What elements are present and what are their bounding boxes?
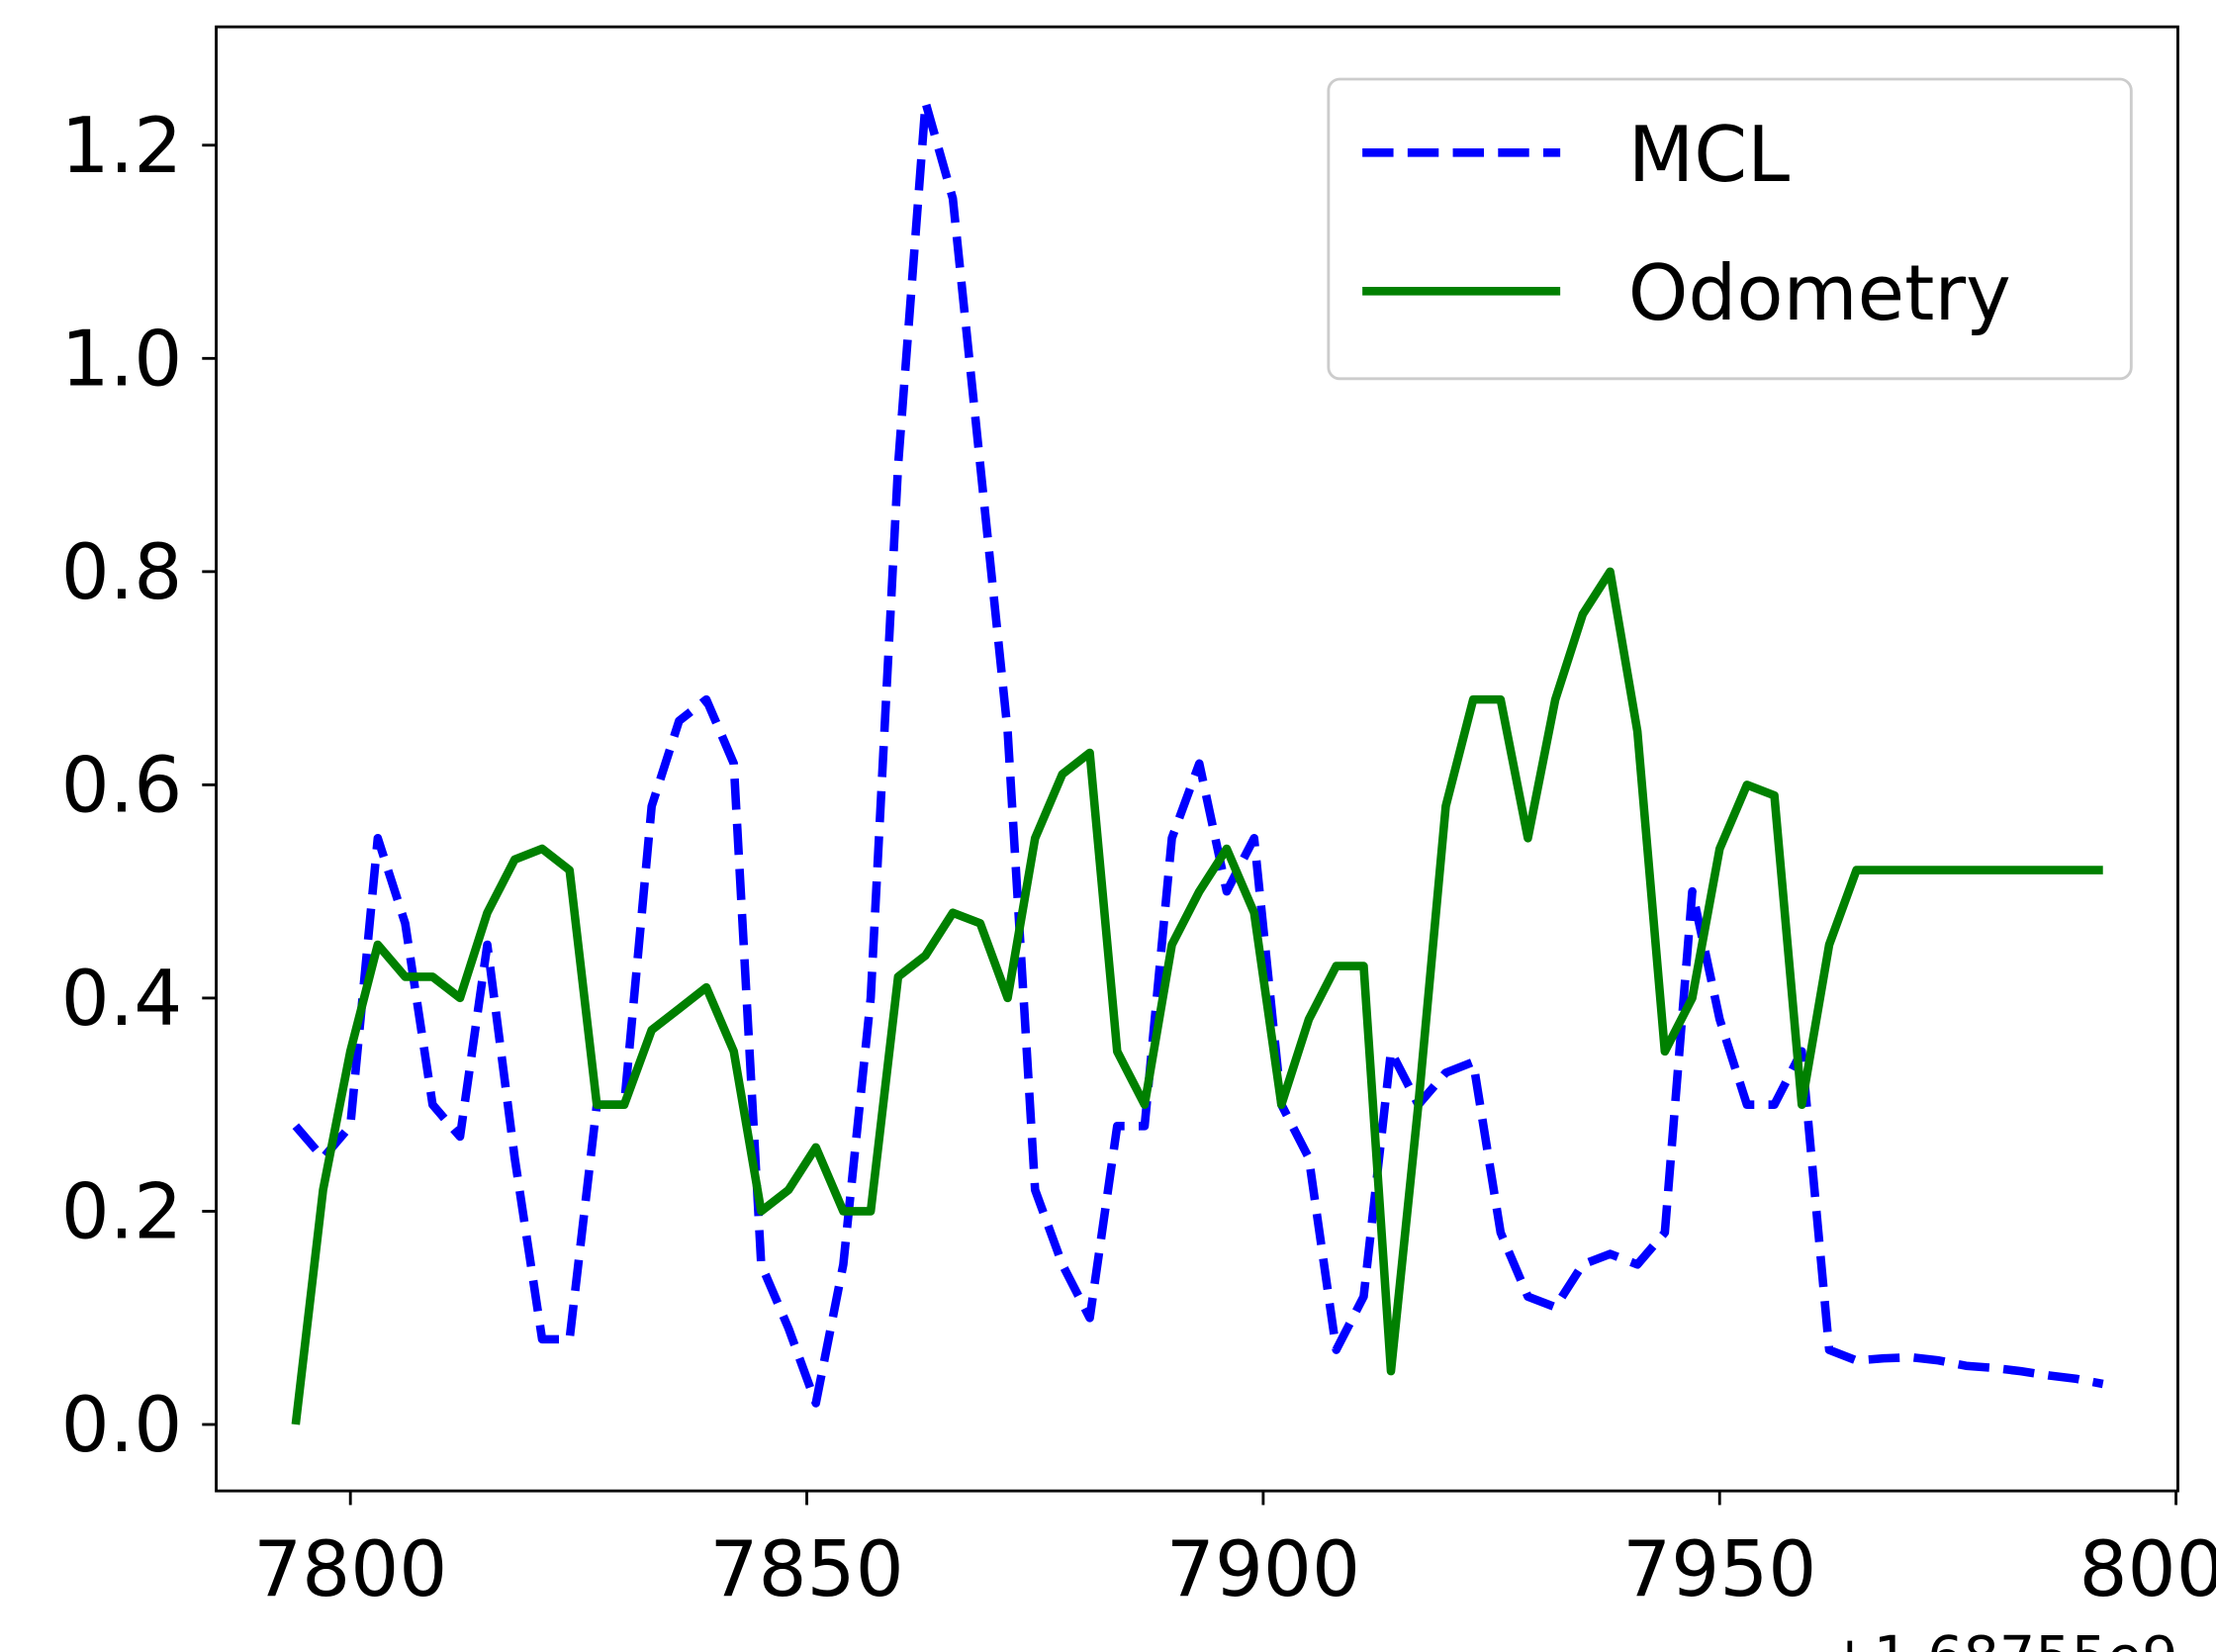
y-tick-label: 1.0	[61, 315, 183, 404]
plot-frame	[215, 25, 2179, 1493]
legend-label: MCL	[1628, 111, 1790, 200]
x-tick-label: 7800	[253, 1525, 447, 1614]
y-tick-label: 0.4	[61, 955, 183, 1044]
y-tick-label: 0.2	[61, 1168, 183, 1257]
x-tick-label: 7900	[1166, 1525, 1360, 1614]
x-tick-label: 7850	[709, 1525, 903, 1614]
y-tick-label: 0.8	[61, 528, 183, 617]
x-offset-label: +1.68755e9	[1826, 1624, 2178, 1652]
x-tick-label: 8000	[2078, 1525, 2216, 1614]
y-tick-label: 1.2	[61, 102, 183, 191]
legend-label: Odometry	[1628, 249, 2011, 338]
y-tick-label: 0.6	[61, 742, 183, 831]
series-line	[291, 567, 2103, 1425]
x-tick-label: 7950	[1622, 1525, 1816, 1614]
y-tick-label: 0.0	[61, 1381, 183, 1470]
